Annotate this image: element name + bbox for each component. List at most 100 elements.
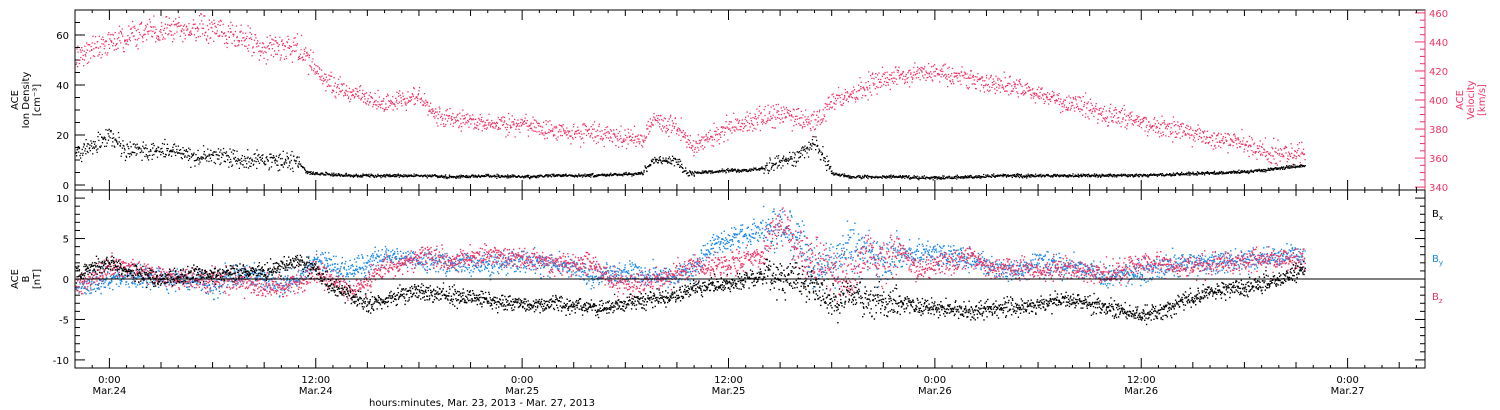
velocity-point bbox=[756, 121, 758, 124]
velocity-point bbox=[1165, 135, 1167, 137]
density-point bbox=[1172, 174, 1174, 176]
density-point bbox=[562, 174, 564, 177]
velocity-point bbox=[792, 108, 794, 110]
time-tick-label: 12:00 bbox=[714, 375, 743, 386]
velocity-point bbox=[502, 116, 504, 118]
density-point bbox=[216, 154, 218, 156]
velocity-point bbox=[1173, 125, 1175, 127]
density-point bbox=[118, 136, 120, 139]
density-point bbox=[170, 151, 172, 153]
velocity-point bbox=[508, 118, 510, 120]
velocity-point bbox=[463, 115, 465, 117]
velocity-point bbox=[726, 114, 728, 116]
density-point bbox=[838, 173, 841, 175]
velocity-point bbox=[334, 95, 336, 97]
velocity-point bbox=[586, 129, 589, 132]
velocity-point bbox=[1256, 158, 1258, 160]
velocity-point bbox=[525, 122, 527, 124]
velocity-point bbox=[431, 108, 433, 111]
velocity-point bbox=[720, 126, 722, 129]
velocity-point bbox=[344, 91, 346, 94]
density-point bbox=[1141, 174, 1144, 176]
density-point bbox=[410, 175, 413, 177]
velocity-point bbox=[947, 86, 949, 88]
density-point bbox=[1018, 176, 1021, 179]
density-point bbox=[1105, 175, 1107, 177]
velocity-point bbox=[776, 111, 778, 114]
density-point bbox=[958, 176, 960, 179]
velocity-point bbox=[831, 94, 833, 96]
velocity-point bbox=[1047, 92, 1049, 94]
velocity-point bbox=[280, 54, 282, 56]
density-point bbox=[1161, 172, 1164, 175]
density-point bbox=[1147, 174, 1149, 176]
density-point bbox=[205, 156, 207, 158]
velocity-point bbox=[917, 66, 919, 68]
density-point bbox=[572, 175, 574, 177]
velocity-point bbox=[89, 44, 91, 46]
velocity-point bbox=[904, 79, 906, 81]
velocity-point bbox=[521, 119, 523, 121]
velocity-point bbox=[621, 141, 624, 143]
density-point bbox=[257, 155, 259, 157]
density-point bbox=[331, 172, 333, 174]
density-point bbox=[220, 156, 223, 159]
velocity-point bbox=[1304, 159, 1306, 161]
velocity-point bbox=[884, 77, 887, 80]
density-point bbox=[239, 162, 241, 164]
velocity-point bbox=[801, 127, 803, 129]
velocity-point bbox=[360, 98, 362, 100]
velocity-point bbox=[1119, 112, 1121, 114]
density-point bbox=[652, 159, 654, 161]
velocity-point bbox=[634, 139, 636, 141]
velocity-point bbox=[524, 117, 526, 119]
velocity-point bbox=[791, 114, 793, 116]
velocity-point bbox=[598, 125, 600, 128]
velocity-point bbox=[628, 136, 630, 139]
density-point bbox=[578, 174, 580, 176]
density-point bbox=[597, 175, 599, 177]
density-point bbox=[202, 157, 204, 159]
density-point bbox=[1069, 174, 1071, 176]
velocity-point bbox=[566, 127, 568, 129]
velocity-point bbox=[1244, 143, 1246, 145]
velocity-point bbox=[937, 74, 939, 76]
velocity-point bbox=[462, 109, 464, 111]
velocity-point bbox=[224, 32, 226, 34]
density-point bbox=[441, 174, 443, 177]
velocity-point bbox=[432, 108, 434, 110]
velocity-point bbox=[355, 93, 357, 95]
velocity-point bbox=[235, 25, 238, 27]
velocity-point bbox=[1080, 108, 1082, 110]
density-point bbox=[326, 173, 329, 175]
velocity-tick-label: 360 bbox=[1429, 154, 1448, 165]
velocity-point bbox=[732, 112, 735, 114]
density-point bbox=[710, 172, 712, 175]
density-point bbox=[870, 176, 872, 178]
velocity-point bbox=[745, 120, 748, 122]
velocity-point bbox=[1104, 119, 1106, 121]
velocity-point bbox=[327, 84, 330, 86]
density-point bbox=[1027, 173, 1029, 175]
velocity-point bbox=[427, 102, 429, 104]
density-point bbox=[976, 176, 978, 179]
velocity-point bbox=[1156, 126, 1159, 128]
velocity-point bbox=[131, 32, 133, 35]
velocity-point bbox=[176, 31, 178, 33]
velocity-point bbox=[232, 33, 234, 35]
density-point bbox=[1025, 174, 1027, 176]
density-point bbox=[690, 173, 693, 175]
density-point bbox=[253, 160, 256, 162]
density-point bbox=[290, 154, 292, 156]
density-point bbox=[113, 145, 115, 147]
velocity-point bbox=[781, 110, 783, 112]
velocity-point bbox=[1133, 120, 1135, 122]
velocity-point bbox=[181, 28, 183, 30]
velocity-point bbox=[989, 89, 991, 92]
velocity-point bbox=[1247, 146, 1250, 148]
density-point bbox=[808, 141, 810, 143]
velocity-point bbox=[1300, 153, 1302, 155]
velocity-point bbox=[801, 117, 803, 119]
velocity-point bbox=[698, 139, 701, 142]
